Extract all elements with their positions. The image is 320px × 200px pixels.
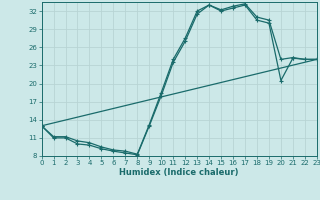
X-axis label: Humidex (Indice chaleur): Humidex (Indice chaleur): [119, 168, 239, 177]
